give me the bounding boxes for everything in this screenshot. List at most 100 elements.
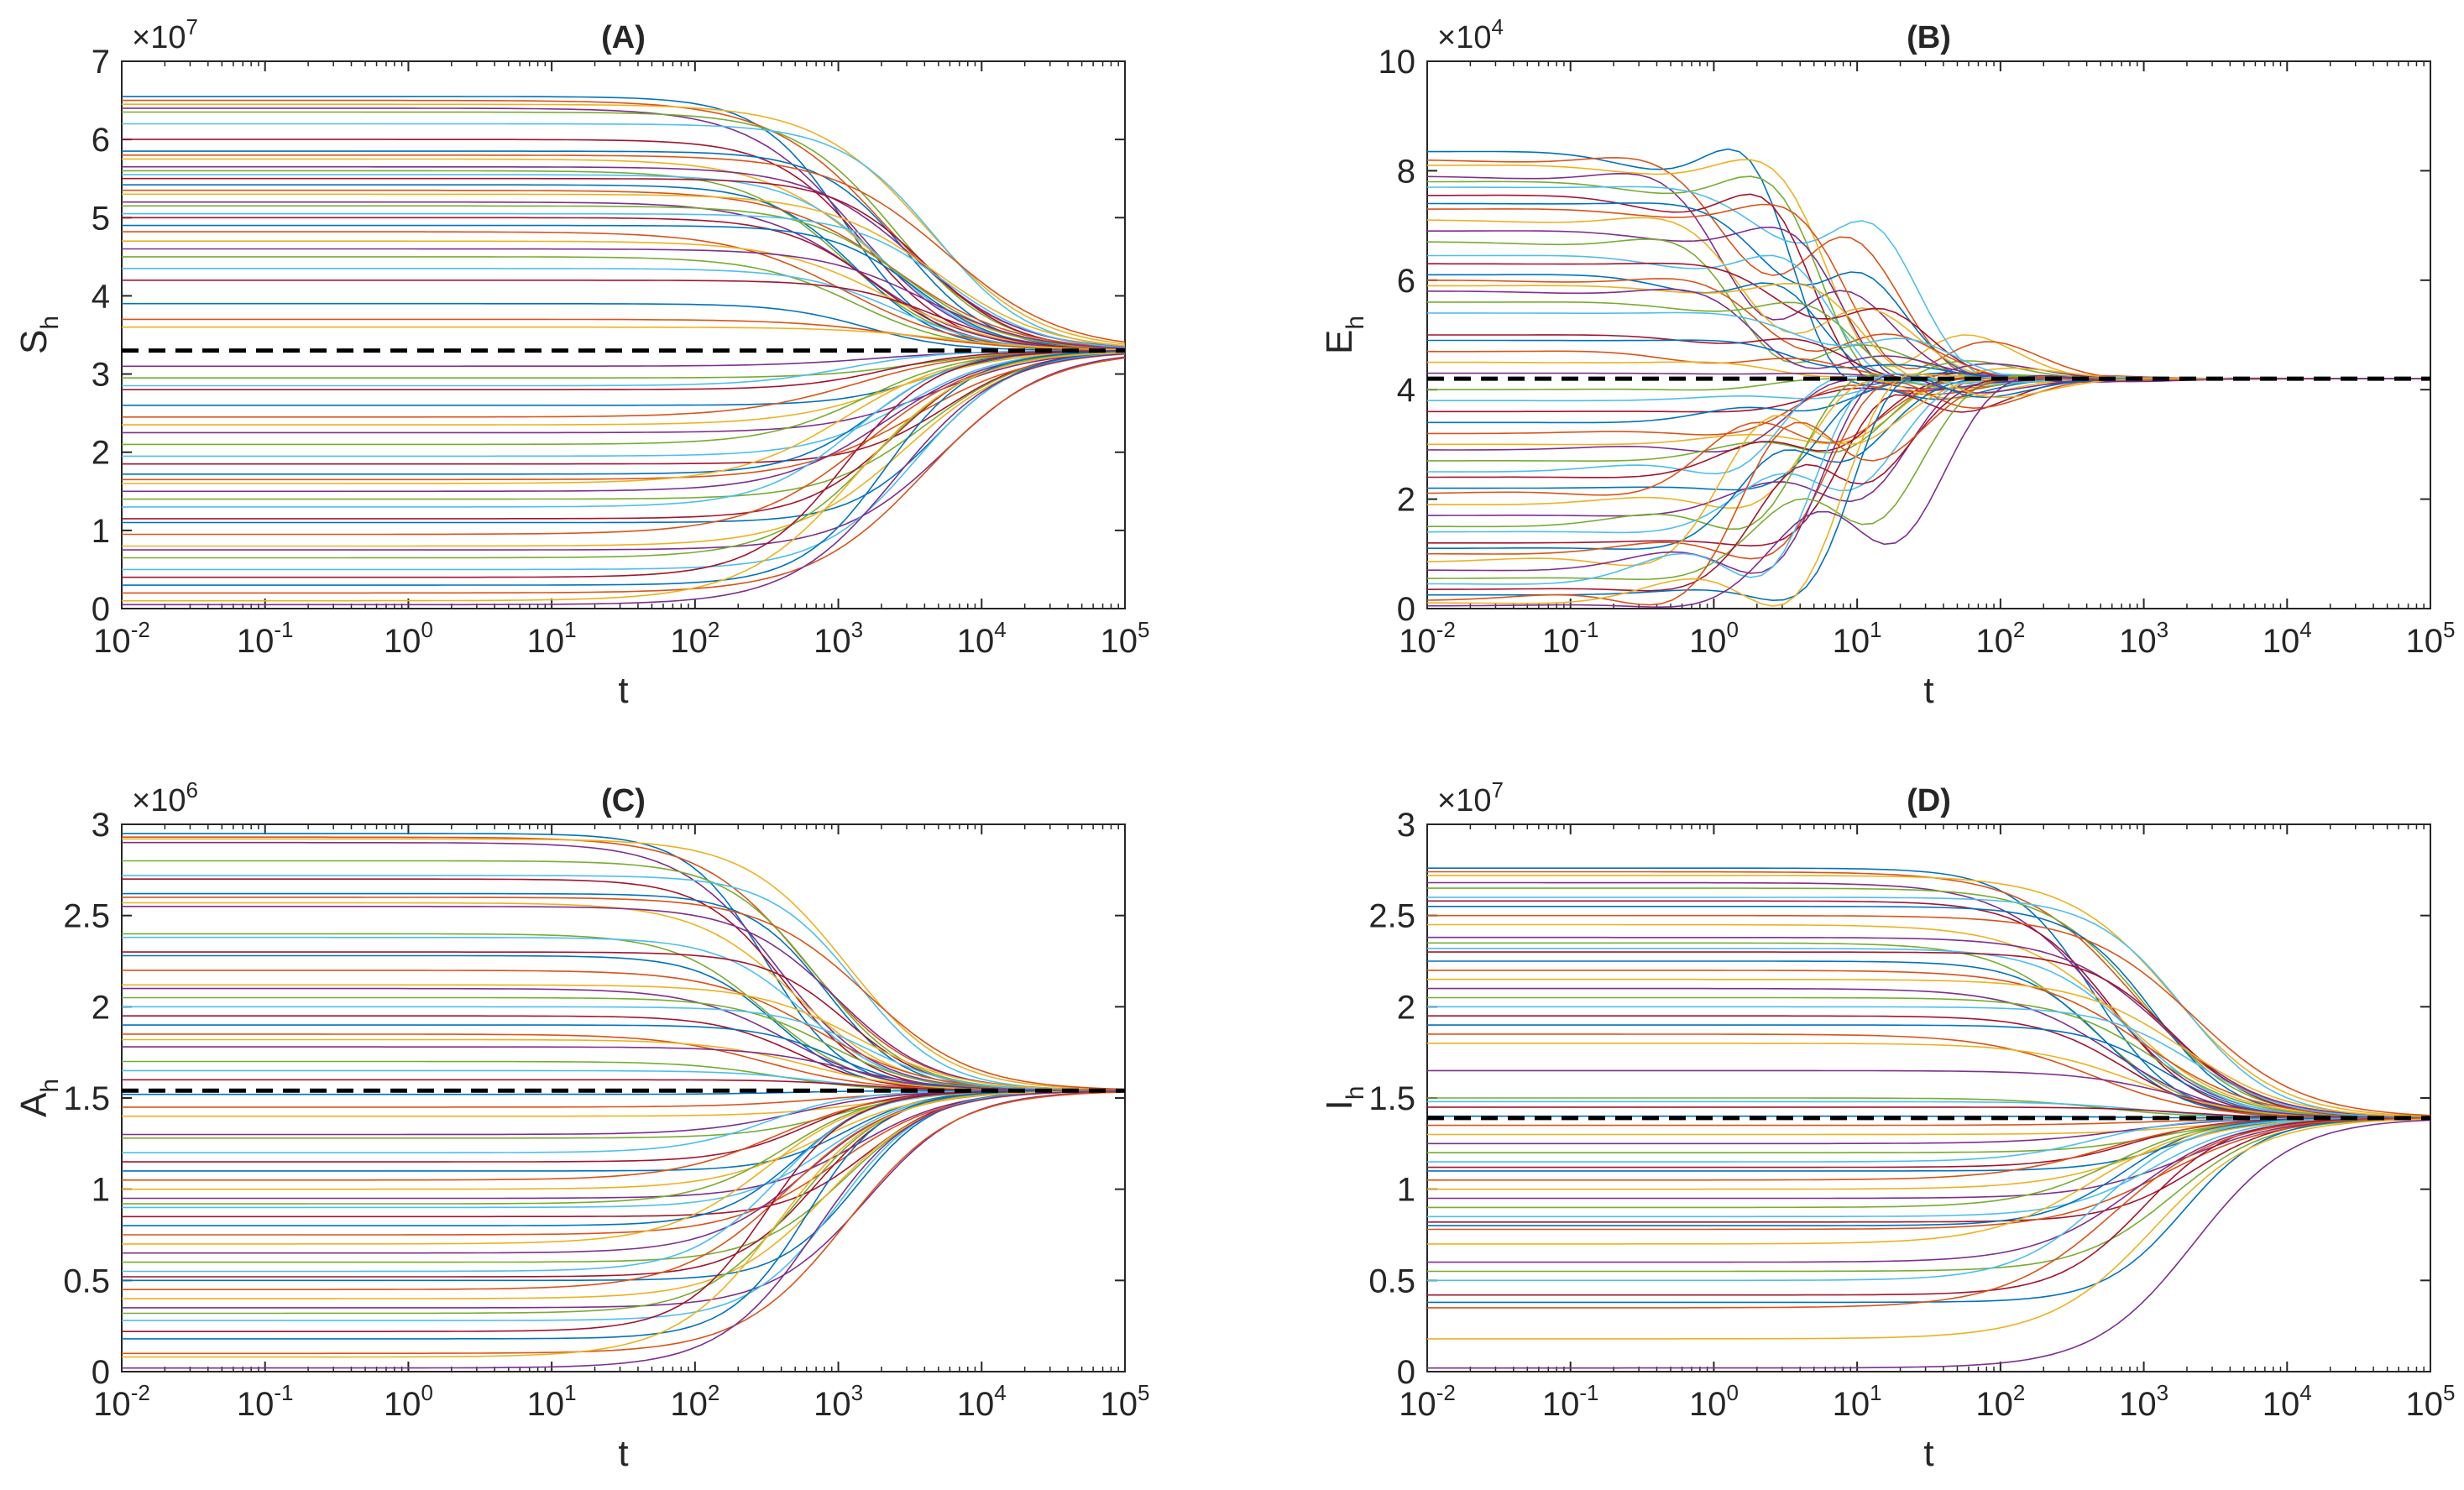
series-line bbox=[122, 1090, 1125, 1245]
y-tick-label: 6 bbox=[1397, 263, 1415, 300]
y-tick-label: 6 bbox=[92, 122, 110, 159]
series-line bbox=[122, 1091, 1125, 1355]
series-line bbox=[122, 351, 1125, 493]
y-tick-label: 10 bbox=[1378, 44, 1416, 81]
panel-D: 10-2 10-1 100 101 102 103 104 105 0 0.5 1 1.5 2 2.5 3 ×… bbox=[1319, 777, 2455, 1474]
series-line bbox=[122, 984, 1125, 1091]
series-line bbox=[1427, 1117, 2430, 1296]
series-line bbox=[122, 1038, 1125, 1091]
series-line bbox=[122, 351, 1125, 457]
x-axis-label: t bbox=[1923, 670, 1933, 711]
y-tick-label: 8 bbox=[1397, 153, 1415, 190]
series-line bbox=[122, 357, 1125, 594]
series-line bbox=[122, 353, 1125, 547]
y-tick-label: 1.5 bbox=[63, 1080, 110, 1117]
series-line bbox=[1427, 203, 2430, 380]
series-line bbox=[1427, 374, 2430, 609]
y-axis-label: Eh bbox=[1319, 316, 1369, 354]
y-tick-label: 4 bbox=[92, 278, 110, 315]
panel-A: 10-2 10-1 100 101 102 103 104 105 0 1 2 3 4 5 6 7 ×107 (A… bbox=[13, 14, 1149, 711]
series-line bbox=[1427, 175, 2430, 382]
series-line bbox=[122, 177, 1125, 349]
series-line bbox=[1427, 1117, 2430, 1200]
series-line bbox=[1427, 1117, 2430, 1190]
series-line bbox=[1427, 1117, 2430, 1209]
series-line bbox=[122, 150, 1125, 350]
series-line bbox=[122, 875, 1125, 1091]
y-multiplier: ×106 bbox=[132, 777, 198, 818]
series-line bbox=[122, 1090, 1125, 1254]
y-tick-label: 2 bbox=[1397, 989, 1415, 1026]
x-tick-label: 103 bbox=[2119, 1380, 2168, 1423]
x-tick-label: 102 bbox=[670, 1380, 719, 1423]
series-line bbox=[122, 99, 1125, 348]
y-tick-label: 2.5 bbox=[63, 898, 110, 935]
series-line bbox=[122, 1090, 1125, 1190]
series-line bbox=[122, 96, 1125, 351]
series-line bbox=[122, 1090, 1125, 1181]
series-line bbox=[1427, 1006, 2430, 1118]
panel-title: (B) bbox=[1907, 20, 1951, 55]
series-line bbox=[122, 280, 1125, 351]
series-line bbox=[122, 933, 1125, 1091]
series-line bbox=[122, 302, 1125, 352]
y-tick-label: 3 bbox=[92, 357, 110, 394]
x-axis-label: t bbox=[1923, 1433, 1933, 1474]
series-line bbox=[1427, 378, 2430, 547]
x-tick-label: 101 bbox=[1833, 617, 1882, 660]
series-line bbox=[122, 897, 1125, 1090]
x-tick-label: 105 bbox=[2406, 617, 2456, 660]
x-tick-label: 102 bbox=[1975, 1380, 2025, 1423]
x-tick-label: 103 bbox=[813, 1380, 863, 1423]
plot-frame bbox=[121, 60, 1126, 609]
series-line bbox=[1427, 217, 2430, 381]
series-line bbox=[122, 352, 1125, 465]
series-line bbox=[122, 353, 1125, 500]
series-line bbox=[122, 111, 1125, 349]
x-tick-label: 102 bbox=[670, 617, 719, 660]
series-line bbox=[122, 350, 1125, 446]
panel-C: 10-2 10-1 100 101 102 103 104 105 0 0.5 1 1.5 2 2.5 3 ×… bbox=[13, 777, 1149, 1474]
series-line bbox=[1427, 1117, 2430, 1226]
series-line bbox=[1427, 1043, 2430, 1119]
series-line bbox=[122, 350, 1125, 379]
series-line bbox=[122, 248, 1125, 349]
series-line bbox=[1427, 867, 2430, 1119]
series-line bbox=[122, 860, 1125, 1091]
series-line bbox=[1427, 186, 2430, 383]
x-axis-label: t bbox=[618, 670, 628, 711]
series-line bbox=[1427, 262, 2430, 380]
y-tick-label: 3 bbox=[1397, 807, 1415, 844]
series-line bbox=[122, 154, 1125, 343]
series-line bbox=[122, 349, 1125, 387]
x-tick-label: 105 bbox=[1101, 1380, 1150, 1423]
y-tick-label: 2.5 bbox=[1368, 898, 1415, 935]
y-tick-label: 0 bbox=[92, 591, 110, 628]
series-line bbox=[122, 224, 1125, 351]
series-line bbox=[122, 350, 1125, 484]
series-line bbox=[122, 350, 1125, 586]
series-line bbox=[1427, 1117, 2430, 1304]
panel-title: (D) bbox=[1907, 783, 1951, 818]
x-tick-label: 104 bbox=[957, 1380, 1007, 1423]
series-line bbox=[1427, 1119, 2430, 1369]
series-line bbox=[1427, 978, 2430, 1118]
series-line bbox=[122, 350, 1125, 418]
y-tick-label: 0 bbox=[92, 1354, 110, 1391]
series-line bbox=[122, 217, 1125, 351]
x-tick-label: 101 bbox=[1833, 1380, 1882, 1423]
x-tick-label: 10-1 bbox=[237, 617, 294, 660]
series-line bbox=[122, 1090, 1125, 1200]
x-tick-label: 10-2 bbox=[1399, 617, 1456, 660]
y-tick-label: 7 bbox=[92, 44, 110, 81]
panel-B: 10-2 10-1 100 101 102 103 104 105 0 2 4 6 8 10 ×104 (B)… bbox=[1319, 14, 2455, 711]
series-line bbox=[122, 350, 1125, 390]
series-line bbox=[1427, 914, 2430, 1116]
series-line bbox=[122, 351, 1125, 559]
series-line bbox=[1427, 202, 2430, 381]
series-line bbox=[1427, 936, 2430, 1118]
y-tick-label: 0.5 bbox=[63, 1263, 110, 1299]
series-line bbox=[122, 1090, 1125, 1358]
panel-title: (C) bbox=[601, 783, 646, 818]
